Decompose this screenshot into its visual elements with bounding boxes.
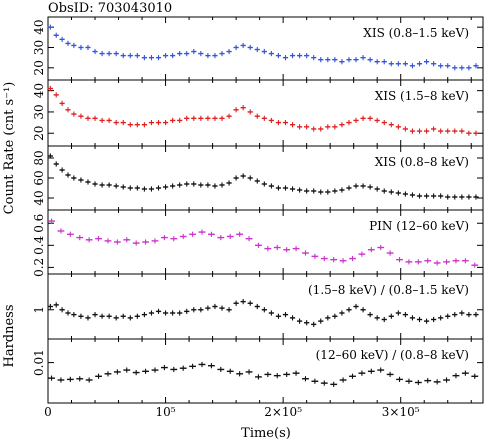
panels-group: 20 30 40 XIS (0.8–1.5 keV) 20 30 40 XIS (1.5–8 … bbox=[32, 16, 484, 419]
y-axis-title-count-rate: Count Rate (cnt s⁻¹) bbox=[2, 82, 17, 215]
y-tick-label: 20 bbox=[32, 60, 46, 75]
x-tick-label: 2×10⁵ bbox=[264, 405, 302, 419]
panel-label: (1.5–8 keV) / (0.8–1.5 keV) bbox=[308, 283, 469, 297]
y-tick-label: 40 bbox=[32, 83, 46, 98]
panel-frame bbox=[47, 338, 484, 404]
y-tick-label: 20 bbox=[32, 126, 46, 141]
y-tick-label: 0.6 bbox=[32, 214, 46, 233]
panel-label: XIS (0.8–1.5 keV) bbox=[363, 26, 469, 40]
y-tick-label: 1 bbox=[32, 306, 46, 314]
y-tick-label: 60 bbox=[32, 170, 46, 185]
y-tick-label: 30 bbox=[32, 104, 46, 119]
panel-label: XIS (0.8–8 keV) bbox=[375, 155, 469, 169]
x-tick-label: 10⁵ bbox=[156, 405, 176, 419]
x-tick-label: 3×10⁵ bbox=[382, 405, 420, 419]
obsid-label: ObsID: 703043010 bbox=[48, 1, 172, 16]
y-axis-title-hardness: Hardness bbox=[2, 304, 17, 367]
panel-label: (12–60 keV) / (0.8–8 keV) bbox=[316, 348, 469, 362]
y-tick-label: 40 bbox=[32, 190, 46, 205]
panel-label: PIN (12–60 keV) bbox=[369, 219, 469, 233]
y-tick-label: 0.01 bbox=[32, 349, 46, 376]
y-tick-label: 40 bbox=[32, 20, 46, 35]
panel-label: XIS (1.5–8 keV) bbox=[375, 89, 469, 103]
y-tick-label: 80 bbox=[32, 150, 46, 165]
x-axis-title: Time(s) bbox=[241, 426, 291, 441]
y-tick-label: 0.4 bbox=[32, 235, 46, 254]
x-tick-label: 0 bbox=[44, 405, 52, 419]
y-tick-label: 30 bbox=[32, 40, 46, 55]
y-tick-label: 0.2 bbox=[32, 258, 46, 277]
